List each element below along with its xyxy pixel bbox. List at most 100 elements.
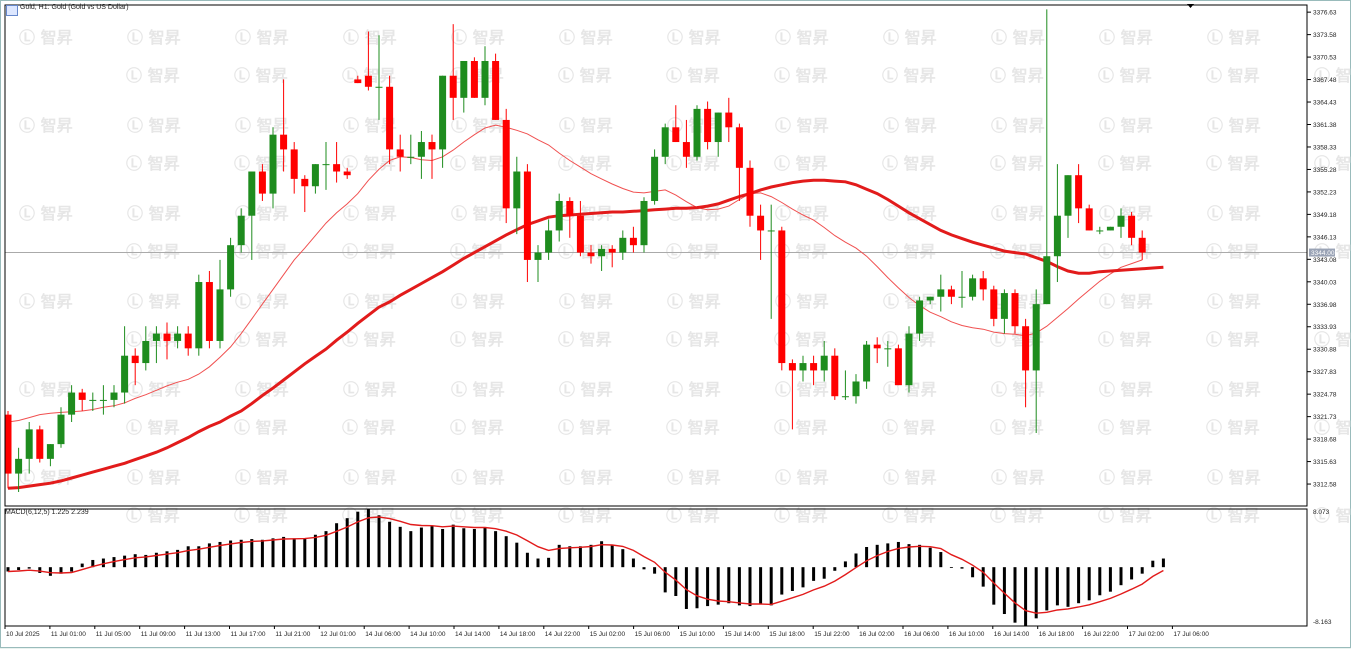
candle-body[interactable] bbox=[311, 164, 319, 187]
candle-body[interactable] bbox=[163, 333, 171, 341]
candle-body[interactable] bbox=[841, 396, 849, 398]
macd-histogram-bar[interactable] bbox=[557, 544, 561, 568]
candle-body[interactable] bbox=[820, 355, 828, 371]
macd-histogram-bar[interactable] bbox=[176, 549, 180, 568]
macd-histogram-bar[interactable] bbox=[939, 552, 943, 568]
candle-body[interactable] bbox=[725, 112, 733, 128]
macd-histogram-bar[interactable] bbox=[515, 542, 519, 568]
macd-histogram-bar[interactable] bbox=[6, 567, 10, 572]
macd-histogram-bar[interactable] bbox=[345, 518, 349, 568]
macd-histogram-bar[interactable] bbox=[27, 567, 31, 569]
macd-histogram-bar[interactable] bbox=[674, 567, 678, 597]
macd-histogram-bar[interactable] bbox=[992, 567, 996, 605]
candle-body[interactable] bbox=[852, 381, 860, 397]
macd-histogram-bar[interactable] bbox=[398, 526, 402, 568]
macd-histogram-bar[interactable] bbox=[366, 509, 370, 568]
candle-body[interactable] bbox=[1064, 175, 1072, 216]
macd-histogram-bar[interactable] bbox=[981, 567, 985, 587]
candle-body[interactable] bbox=[237, 215, 245, 246]
macd-histogram-bar[interactable] bbox=[695, 567, 699, 609]
candle-body[interactable] bbox=[184, 333, 192, 349]
candle-body[interactable] bbox=[757, 215, 765, 231]
macd-histogram-bar[interactable] bbox=[48, 567, 52, 576]
candle-body[interactable] bbox=[322, 164, 330, 166]
candle-body[interactable] bbox=[799, 363, 807, 371]
macd-histogram-bar[interactable] bbox=[17, 567, 21, 571]
candle-body[interactable] bbox=[417, 142, 425, 157]
candle-body[interactable] bbox=[788, 363, 796, 371]
macd-histogram-bar[interactable] bbox=[462, 528, 466, 568]
macd-histogram-bar[interactable] bbox=[812, 567, 816, 581]
candle-body[interactable] bbox=[460, 60, 468, 98]
candle-body[interactable] bbox=[619, 237, 627, 253]
macd-histogram-bar[interactable] bbox=[843, 561, 847, 568]
candle-body[interactable] bbox=[25, 429, 33, 459]
candle-body[interactable] bbox=[4, 414, 12, 474]
candle-body[interactable] bbox=[693, 108, 701, 157]
macd-histogram-bar[interactable] bbox=[960, 567, 964, 569]
macd-histogram-bar[interactable] bbox=[483, 527, 487, 568]
candle-body[interactable] bbox=[481, 60, 489, 98]
candle-body[interactable] bbox=[269, 134, 277, 194]
candle-body[interactable] bbox=[428, 142, 436, 150]
candle-body[interactable] bbox=[343, 171, 351, 176]
candle-body[interactable] bbox=[1106, 226, 1114, 231]
candle-body[interactable] bbox=[46, 444, 54, 459]
candle-body[interactable] bbox=[884, 348, 892, 350]
candle-body[interactable] bbox=[873, 344, 881, 349]
candle-body[interactable] bbox=[513, 171, 521, 209]
candle-body[interactable] bbox=[1043, 256, 1051, 305]
macd-histogram-bar[interactable] bbox=[1140, 567, 1144, 574]
macd-histogram-bar[interactable] bbox=[1151, 560, 1155, 568]
candle-body[interactable] bbox=[142, 340, 150, 364]
candle-body[interactable] bbox=[1096, 230, 1104, 232]
macd-histogram-bar[interactable] bbox=[748, 567, 752, 607]
macd-histogram-bar[interactable] bbox=[260, 539, 264, 568]
macd-histogram-bar[interactable] bbox=[356, 511, 360, 568]
macd-histogram-bar[interactable] bbox=[854, 553, 858, 568]
candle-body[interactable] bbox=[576, 215, 584, 253]
candle-body[interactable] bbox=[78, 392, 86, 400]
candle-body[interactable] bbox=[396, 149, 404, 157]
macd-histogram-bar[interactable] bbox=[780, 567, 784, 595]
macd-histogram-bar[interactable] bbox=[504, 536, 508, 568]
macd-histogram-bar[interactable] bbox=[207, 543, 211, 568]
macd-histogram-bar[interactable] bbox=[1161, 558, 1165, 568]
candle-body[interactable] bbox=[990, 289, 998, 319]
candle-body[interactable] bbox=[661, 127, 669, 157]
candle-body[interactable] bbox=[979, 278, 987, 290]
macd-histogram-bar[interactable] bbox=[123, 555, 127, 568]
candle-body[interactable] bbox=[947, 289, 955, 297]
candle-body[interactable] bbox=[386, 86, 394, 150]
macd-histogram-bar[interactable] bbox=[759, 567, 763, 604]
macd-histogram-bar[interactable] bbox=[472, 528, 476, 568]
candle-body[interactable] bbox=[778, 230, 786, 364]
candle-body[interactable] bbox=[375, 86, 383, 88]
candle-body[interactable] bbox=[523, 171, 531, 260]
candle-body[interactable] bbox=[1011, 293, 1019, 327]
macd-histogram-bar[interactable] bbox=[578, 546, 582, 568]
candle-body[interactable] bbox=[280, 134, 288, 150]
macd-histogram-bar[interactable] bbox=[144, 554, 148, 568]
candle-body[interactable] bbox=[704, 108, 712, 143]
candle-body[interactable] bbox=[439, 75, 447, 150]
macd-histogram-bar[interactable] bbox=[589, 544, 593, 568]
macd-histogram-bar[interactable] bbox=[631, 558, 635, 568]
macd-histogram-bar[interactable] bbox=[419, 527, 423, 568]
macd-histogram-bar[interactable] bbox=[1098, 567, 1102, 596]
candle-body[interactable] bbox=[57, 414, 65, 445]
macd-histogram-bar[interactable] bbox=[1108, 567, 1112, 592]
macd-histogram-bar[interactable] bbox=[1066, 567, 1070, 607]
candle-body[interactable] bbox=[1022, 326, 1030, 371]
macd-histogram-bar[interactable] bbox=[886, 543, 890, 568]
macd-histogram-bar[interactable] bbox=[229, 540, 233, 568]
macd-histogram-bar[interactable] bbox=[949, 567, 953, 568]
candle-body[interactable] bbox=[1117, 215, 1125, 227]
candle-body[interactable] bbox=[545, 230, 553, 253]
macd-histogram-bar[interactable] bbox=[1077, 567, 1081, 604]
candle-body[interactable] bbox=[831, 355, 839, 397]
macd-histogram-bar[interactable] bbox=[833, 567, 837, 571]
macd-histogram-bar[interactable] bbox=[38, 567, 42, 573]
candle-body[interactable] bbox=[195, 282, 203, 349]
